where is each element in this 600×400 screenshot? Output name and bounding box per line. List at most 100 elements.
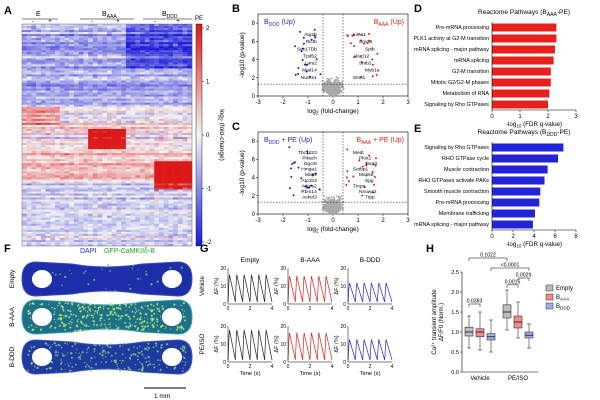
heatmap-cell — [149, 110, 155, 113]
heatmap-cell — [107, 96, 112, 99]
heatmap-cell — [88, 36, 94, 39]
heatmap-cell — [45, 209, 51, 212]
heatmap-cell — [154, 64, 160, 67]
heatmap-cell — [22, 155, 27, 158]
heatmap-cell — [130, 145, 136, 148]
heatmap-cell — [140, 114, 145, 118]
heatmap-cell — [107, 126, 112, 130]
heatmap-cell — [177, 167, 183, 170]
volcano-point — [329, 87, 331, 90]
heatmap-cell — [64, 52, 70, 55]
heatmap-cell — [140, 145, 145, 148]
heatmap-cell — [69, 155, 75, 158]
heatmap-cell — [163, 157, 169, 160]
heatmap-cell — [55, 135, 60, 138]
heatmap-cell — [55, 74, 60, 77]
heatmap-cell — [22, 98, 27, 101]
heatmap-cell — [97, 132, 103, 136]
heatmap-cell — [73, 70, 79, 73]
heatmap-cell — [116, 114, 122, 118]
heatmap-cell — [182, 159, 188, 162]
heatmap-cell — [102, 189, 108, 192]
heatmap-cell — [64, 163, 70, 166]
heatmap-cell — [45, 94, 51, 97]
heatmap-cell — [40, 137, 46, 140]
heatmap-cell — [121, 62, 127, 65]
heatmap-cell — [154, 100, 160, 103]
heatmap-cell — [163, 209, 169, 212]
heatmap-cell — [182, 215, 188, 218]
heatmap-cell — [78, 193, 84, 196]
heatmap-cell — [168, 126, 174, 130]
heatmap-cell — [125, 122, 131, 126]
heatmap-cell — [182, 165, 188, 168]
heatmap-cell — [135, 163, 141, 166]
heatmap-cell — [158, 145, 164, 148]
heatmap-cell — [121, 171, 127, 174]
heatmap-cell — [168, 80, 174, 83]
heatmap-cell — [158, 116, 164, 120]
heatmap-cell — [45, 145, 51, 148]
heatmap-cell — [116, 84, 122, 87]
heatmap-cell — [64, 183, 70, 186]
heatmap-cell — [59, 233, 65, 237]
heatmap-cell — [88, 187, 94, 190]
heatmap-cell — [140, 98, 145, 101]
heatmap-cell — [140, 44, 145, 47]
heatmap-cell — [31, 161, 37, 164]
heatmap-cell — [92, 155, 98, 158]
heatmap-cell — [22, 30, 27, 33]
heatmap-cell — [121, 66, 127, 69]
heatmap-cell — [177, 155, 183, 158]
heatmap-cell — [135, 118, 141, 122]
heatmap-cell — [140, 40, 145, 43]
heatmap-cell — [59, 139, 65, 142]
heatmap-cell — [97, 235, 103, 239]
heatmap-cell — [69, 86, 75, 89]
heatmap-cell — [107, 122, 112, 126]
heatmap-cell — [107, 32, 112, 35]
heatmap-cell — [69, 207, 75, 210]
heatmap-cell — [78, 207, 84, 210]
heatmap-cell — [158, 54, 164, 57]
heatmap-cell — [163, 44, 169, 47]
heatmap-cell — [45, 235, 51, 239]
heatmap-cell — [73, 36, 79, 39]
heatmap-cell — [50, 185, 56, 188]
heatmap-cell — [102, 193, 108, 196]
heatmap-cell — [26, 118, 32, 122]
heatmap-cell — [121, 151, 127, 154]
heatmap-cell — [158, 52, 164, 55]
heatmap-cell — [26, 219, 32, 222]
heatmap-cell — [64, 151, 70, 154]
heatmap-cell — [107, 60, 112, 63]
heatmap-cell — [168, 40, 174, 43]
heatmap-cell — [149, 124, 155, 128]
heatmap-cell — [50, 181, 56, 184]
heatmap-cell — [36, 114, 42, 118]
heatmap-cell — [50, 26, 56, 29]
heatmap-cell — [26, 50, 32, 53]
heatmap-group-bddd: BDDD — [162, 11, 178, 20]
heatmap-cell — [144, 227, 150, 231]
heatmap-cell — [149, 34, 155, 37]
heatmap-cell — [140, 201, 145, 204]
heatmap-cell — [50, 36, 56, 39]
heatmap-cell — [107, 82, 112, 85]
heatmap-cell — [73, 114, 79, 118]
heatmap-cell — [36, 50, 42, 53]
heatmap-cell — [40, 185, 46, 188]
heatmap-cell — [168, 90, 174, 93]
heatmap-cell — [168, 229, 174, 233]
heatmap-cell — [97, 68, 103, 71]
heatmap-cell — [182, 201, 188, 204]
heatmap-cell — [102, 38, 108, 41]
heatmap-cell — [130, 38, 136, 41]
heatmap-cell — [187, 50, 193, 53]
heatmap-cell — [140, 132, 145, 136]
heatmap-cell — [187, 44, 193, 47]
heatmap-cell — [88, 221, 94, 224]
heatmap-cell — [88, 177, 94, 180]
heatmap-cell — [121, 56, 127, 59]
heatmap-cell — [22, 86, 27, 89]
